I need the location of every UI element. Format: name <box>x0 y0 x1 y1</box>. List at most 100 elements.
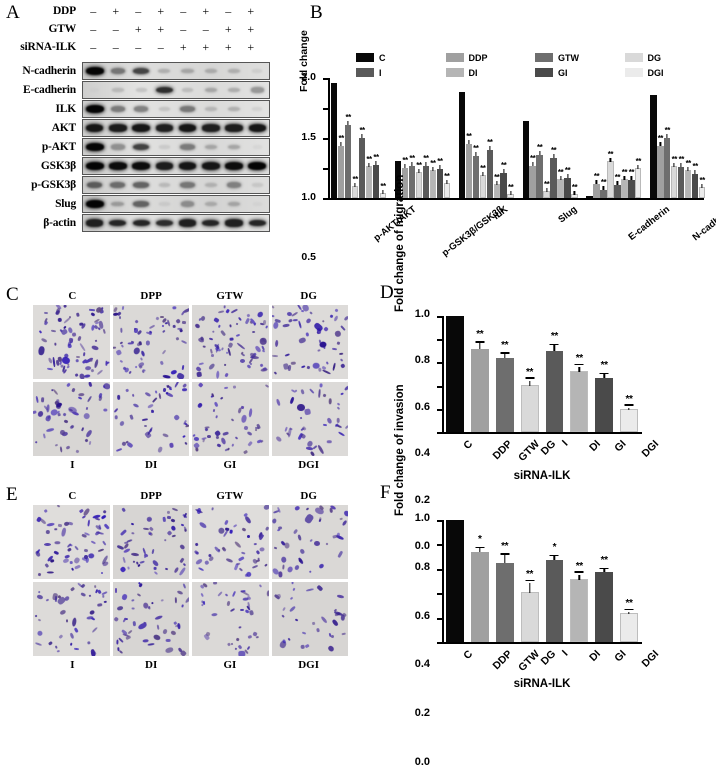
chart-b-bar[interactable]: ** <box>365 155 373 198</box>
chart-b-bar[interactable]: ** <box>436 157 444 198</box>
chart-b-bar[interactable]: ** <box>600 178 607 198</box>
micrograph-image[interactable] <box>112 582 189 656</box>
chart-b-bar[interactable] <box>586 196 593 198</box>
chart-b-bar[interactable]: ** <box>536 143 543 198</box>
micrograph-image[interactable] <box>192 505 269 579</box>
micrograph-image[interactable] <box>271 582 348 656</box>
chart-b-bar[interactable] <box>458 91 466 198</box>
legend-item-gi[interactable]: GI <box>535 65 625 80</box>
chart-b-bar[interactable]: ** <box>472 144 479 198</box>
micrograph-image[interactable] <box>33 305 110 379</box>
legend-item-dgi[interactable]: DGI <box>624 65 715 80</box>
chart-b-bar[interactable] <box>331 83 338 198</box>
chart-b-significance: ** <box>699 175 706 185</box>
chart-b-bar[interactable]: ** <box>698 176 706 198</box>
chart-b-bar[interactable]: ** <box>401 156 409 198</box>
chart-f-bar[interactable]: ** <box>570 561 589 642</box>
chart-d-bar[interactable]: ** <box>570 353 589 432</box>
chart-b-bar[interactable]: ** <box>479 164 486 198</box>
chart-b-bar[interactable]: ** <box>429 159 437 198</box>
chart-b-error-bar <box>659 141 661 146</box>
chart-b-bar[interactable]: ** <box>671 155 678 198</box>
chart-b-bar[interactable]: ** <box>691 162 699 198</box>
chart-f-bar[interactable]: ** <box>520 569 539 642</box>
chart-d-bar[interactable]: ** <box>470 329 489 432</box>
chart-b-bar[interactable]: ** <box>550 146 557 198</box>
chart-b-bar[interactable]: ** <box>593 172 600 198</box>
chart-b-bar[interactable]: ** <box>628 168 635 198</box>
micrograph-image[interactable] <box>192 382 269 456</box>
chart-f-bar[interactable]: * <box>545 542 564 642</box>
legend-item-ddp[interactable]: DDP <box>445 50 536 65</box>
chart-b-bar[interactable]: ** <box>465 132 472 198</box>
chart-b-bar[interactable]: ** <box>543 180 550 198</box>
chart-b-bar[interactable]: ** <box>529 154 536 198</box>
chart-b-bar[interactable]: ** <box>358 126 366 198</box>
chart-d-bar[interactable] <box>446 316 464 432</box>
chart-b-bar[interactable] <box>394 160 402 198</box>
chart-b-bar[interactable]: ** <box>422 154 430 198</box>
micrograph-image[interactable] <box>192 305 269 379</box>
chart-b-bar[interactable]: ** <box>685 159 692 198</box>
treatment-label: siRNA-ILK <box>20 41 76 53</box>
stained-cell <box>220 436 227 445</box>
chart-b-bar[interactable]: ** <box>564 166 571 198</box>
chart-b-bar[interactable] <box>522 121 529 198</box>
micrograph-image[interactable] <box>112 382 189 456</box>
chart-b-bar[interactable]: ** <box>635 157 642 198</box>
legend-item-c[interactable]: C <box>356 50 446 65</box>
chart-b-significance: ** <box>352 175 358 184</box>
chart-d-bar[interactable]: ** <box>595 360 614 432</box>
chart-b-bar[interactable] <box>650 94 657 198</box>
chart-f-bar[interactable]: ** <box>495 541 514 642</box>
stained-cell <box>218 324 222 328</box>
blot-band <box>132 124 150 132</box>
chart-b-bar[interactable]: ** <box>337 134 345 198</box>
legend-item-di[interactable]: DI <box>445 65 536 80</box>
chart-d-bar[interactable]: ** <box>620 394 638 432</box>
chart-d-bar[interactable]: ** <box>545 331 564 432</box>
micrograph-image[interactable] <box>271 382 348 456</box>
chart-b-bar[interactable]: ** <box>415 161 423 198</box>
chart-b-bar[interactable]: ** <box>571 183 578 198</box>
chart-b-significance: ** <box>338 134 345 144</box>
stained-cell <box>282 607 287 612</box>
micrograph-image[interactable] <box>112 305 189 379</box>
chart-b-bar[interactable]: ** <box>507 183 514 198</box>
chart-f-bar[interactable]: * <box>470 534 489 642</box>
chart-f-bar[interactable]: ** <box>595 555 614 642</box>
chart-f-bar[interactable] <box>446 520 464 642</box>
micrograph-image[interactable] <box>192 582 269 656</box>
blot-band <box>252 69 263 73</box>
chart-b-bar[interactable]: ** <box>607 150 614 198</box>
chart-f-bar[interactable]: ** <box>620 598 638 642</box>
legend-item-dg[interactable]: DG <box>624 50 715 65</box>
chart-b-bar[interactable]: ** <box>379 182 387 198</box>
chart-d-error-cap <box>549 343 559 345</box>
chart-b-bar[interactable]: ** <box>657 134 664 198</box>
chart-d-bar[interactable]: ** <box>520 367 539 432</box>
legend-item-gtw[interactable]: GTW <box>535 50 625 65</box>
chart-b-bar[interactable]: ** <box>344 113 352 198</box>
chart-b-bar[interactable]: ** <box>408 154 416 198</box>
chart-d-bar[interactable]: ** <box>495 340 514 432</box>
legend-item-i[interactable]: I <box>356 65 446 80</box>
blot-protein-label: AKT <box>51 122 77 134</box>
micrograph-image[interactable] <box>271 305 348 379</box>
chart-b-bar[interactable]: ** <box>557 168 564 198</box>
micrograph-image[interactable] <box>112 505 189 579</box>
chart-b-bar[interactable]: ** <box>443 172 450 198</box>
chart-b-bar[interactable]: ** <box>372 153 380 198</box>
micrograph-image[interactable] <box>271 505 348 579</box>
chart-b-bar[interactable]: ** <box>678 155 685 198</box>
micrograph-image[interactable] <box>33 582 110 656</box>
chart-b-bar[interactable]: ** <box>621 168 628 198</box>
micrograph-image[interactable] <box>33 505 110 579</box>
chart-b-bar[interactable]: ** <box>493 173 500 198</box>
chart-b-bar[interactable]: ** <box>664 126 671 198</box>
micrograph-image[interactable] <box>33 382 110 456</box>
chart-b-bar[interactable]: ** <box>351 175 359 198</box>
chart-b-bar[interactable]: ** <box>486 138 493 198</box>
chart-b-bar[interactable]: ** <box>500 161 507 198</box>
chart-b-bar[interactable]: ** <box>614 173 621 198</box>
